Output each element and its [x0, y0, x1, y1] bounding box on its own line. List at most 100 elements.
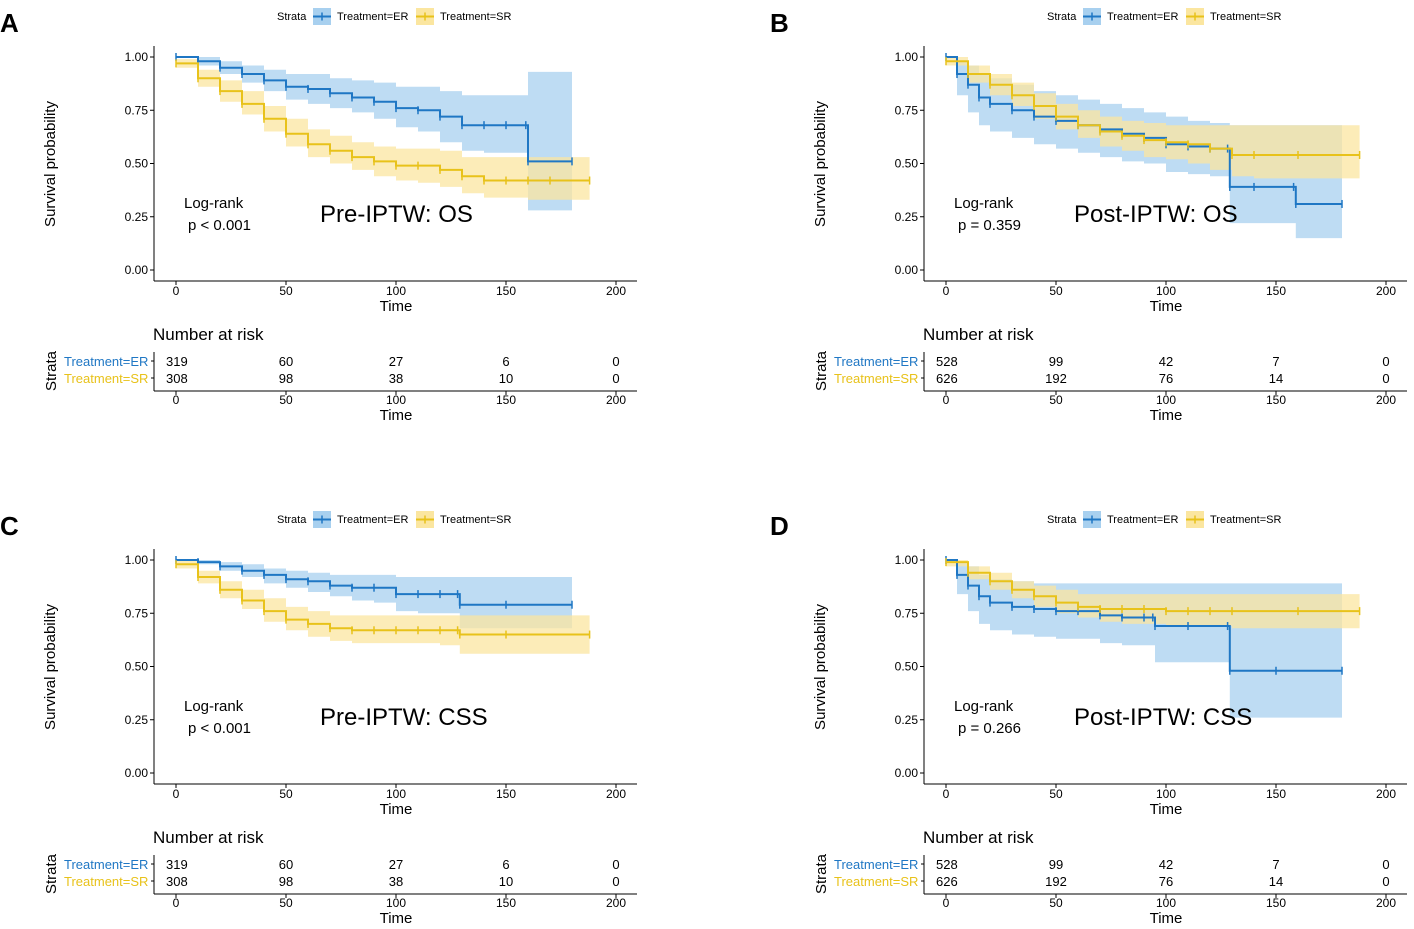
risk-count-er: 0 [1382, 857, 1389, 872]
risk-x-tick-label: 150 [1266, 896, 1286, 910]
risk-count-er: 319 [166, 857, 188, 872]
risk-strata-er: Treatment=ER [834, 354, 918, 369]
x-tick-label: 100 [386, 284, 406, 298]
panel-a: A Strata Treatment=ER Treatment=SR 0.00 0.25 0… [0, 8, 637, 424]
risk-count-er: 528 [936, 354, 958, 369]
risk-x-tick-label: 0 [173, 393, 180, 407]
risk-count-er: 99 [1049, 354, 1063, 369]
legend-title: Strata [277, 514, 307, 526]
risk-count-sr: 76 [1159, 874, 1173, 889]
risk-count-er: 7 [1272, 857, 1279, 872]
risk-count-er: 27 [389, 857, 403, 872]
y-tick-label: 0.00 [125, 766, 149, 780]
panel-letter: B [770, 8, 789, 38]
x-tick-label: 100 [1156, 787, 1176, 801]
risk-x-tick-label: 150 [496, 896, 516, 910]
risk-x-tick-label: 0 [173, 896, 180, 910]
ci-band-er [176, 560, 572, 629]
risk-count-sr: 14 [1269, 874, 1283, 889]
risk-count-sr: 14 [1269, 371, 1283, 386]
legend-er-label: Treatment=ER [337, 514, 408, 526]
risk-count-er: 0 [1382, 354, 1389, 369]
risk-count-er: 27 [389, 354, 403, 369]
ci-band-sr [946, 57, 1360, 179]
risk-count-sr: 38 [389, 371, 403, 386]
panel-letter: C [0, 511, 19, 541]
y-tick-label: 0.00 [895, 263, 919, 277]
risk-x-tick-label: 100 [386, 896, 406, 910]
risk-x-tick-label: 200 [606, 393, 626, 407]
x-tick-label: 100 [1156, 284, 1176, 298]
risk-count-er: 42 [1159, 857, 1173, 872]
x-tick-label: 0 [943, 284, 950, 298]
y-tick-label: 0.25 [895, 210, 919, 224]
legend-sr-label: Treatment=SR [1210, 514, 1281, 526]
logrank-label: Log-rank [954, 195, 1014, 212]
plot-title: Pre-IPTW: CSS [320, 704, 488, 731]
x-tick-label: 0 [173, 284, 180, 298]
risk-count-sr: 0 [1382, 874, 1389, 889]
risk-count-sr: 0 [612, 874, 619, 889]
risk-x-tick-label: 0 [943, 393, 950, 407]
legend-sr-label: Treatment=SR [440, 11, 511, 23]
p-value-label: p < 0.001 [188, 720, 251, 737]
x-tick-label: 50 [279, 284, 293, 298]
survival-line-er [946, 559, 1342, 672]
x-tick-label: 200 [606, 787, 626, 801]
risk-x-tick-label: 50 [1049, 393, 1063, 407]
risk-strata-er: Treatment=ER [64, 354, 148, 369]
survival-line-sr [946, 60, 1360, 156]
risk-x-tick-label: 50 [1049, 896, 1063, 910]
risk-count-sr: 626 [936, 874, 958, 889]
x-tick-label: 150 [1266, 284, 1286, 298]
x-tick-label: 150 [496, 787, 516, 801]
risk-x-tick-label: 150 [496, 393, 516, 407]
risk-x-tick-label: 100 [386, 393, 406, 407]
x-tick-label: 0 [173, 787, 180, 801]
y-tick-label: 1.00 [125, 50, 149, 64]
y-axis-title: Survival probability [42, 604, 59, 730]
risk-x-tick-label: 200 [606, 896, 626, 910]
risk-strata-sr: Treatment=SR [834, 874, 918, 889]
risk-count-sr: 0 [1382, 371, 1389, 386]
risk-count-er: 99 [1049, 857, 1063, 872]
risk-x-tick-label: 200 [1376, 393, 1396, 407]
risk-count-sr: 192 [1045, 371, 1067, 386]
logrank-label: Log-rank [184, 698, 244, 715]
legend-sr-label: Treatment=SR [1210, 11, 1281, 23]
legend-er-label: Treatment=ER [337, 11, 408, 23]
risk-count-er: 528 [936, 857, 958, 872]
y-tick-label: 1.00 [895, 553, 919, 567]
risk-count-sr: 98 [279, 371, 293, 386]
risk-strata-sr: Treatment=SR [64, 874, 148, 889]
risk-x-tick-label: 100 [1156, 393, 1176, 407]
ci-band-sr [176, 560, 590, 654]
risk-count-er: 60 [279, 857, 293, 872]
y-tick-label: 1.00 [125, 553, 149, 567]
x-axis-title: Time [380, 801, 413, 818]
x-tick-label: 200 [606, 284, 626, 298]
risk-x-title: Time [1150, 407, 1183, 424]
panel-b: B Strata Treatment=ER Treatment=SR 0.00 0.25 0… [770, 8, 1407, 424]
x-tick-label: 200 [1376, 787, 1396, 801]
risk-x-tick-label: 100 [1156, 896, 1176, 910]
y-axis-title: Survival probability [812, 101, 829, 227]
risk-y-title: Strata [813, 350, 830, 391]
y-axis-title: Survival probability [42, 101, 59, 227]
risk-count-sr: 76 [1159, 371, 1173, 386]
y-tick-label: 1.00 [895, 50, 919, 64]
plot-title: Pre-IPTW: OS [320, 201, 473, 228]
risk-strata-sr: Treatment=SR [834, 371, 918, 386]
x-axis-title: Time [1150, 298, 1183, 315]
risk-table-title: Number at risk [923, 828, 1034, 847]
p-value-label: p = 0.359 [958, 217, 1021, 234]
risk-table-title: Number at risk [923, 325, 1034, 344]
p-value-label: p < 0.001 [188, 217, 251, 234]
x-tick-label: 100 [386, 787, 406, 801]
panel-c: C Strata Treatment=ER Treatment=SR 0.00 0.25 0… [0, 511, 637, 927]
panel-letter: D [770, 511, 789, 541]
x-tick-label: 50 [279, 787, 293, 801]
plot-title: Post-IPTW: OS [1074, 201, 1238, 228]
risk-strata-er: Treatment=ER [834, 857, 918, 872]
